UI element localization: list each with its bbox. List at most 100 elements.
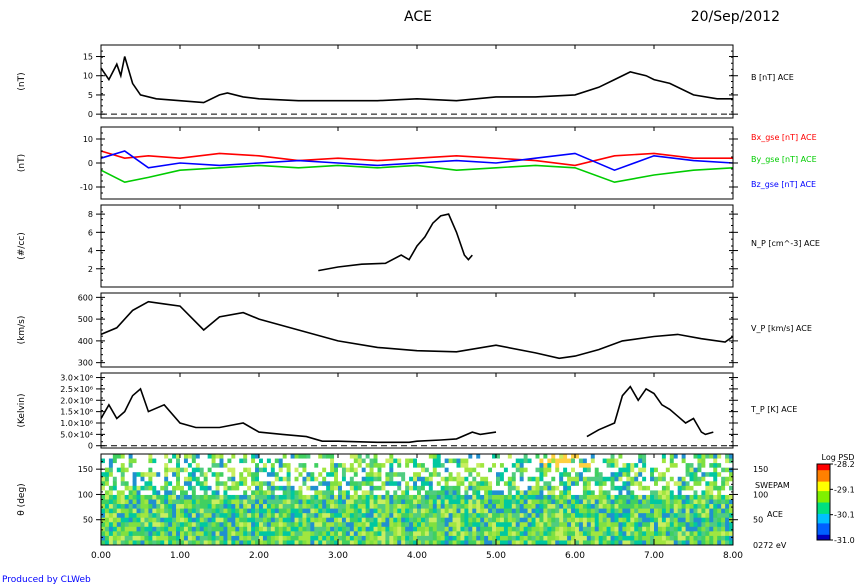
spectrogram-cell [496, 508, 501, 514]
spectrogram-cell [618, 476, 623, 482]
spectrogram-cell [302, 540, 307, 546]
spectrogram-cell [326, 531, 331, 537]
spectrogram-cell [721, 540, 726, 546]
spectrogram-cell [326, 476, 331, 482]
spectrogram-cell [492, 494, 497, 500]
spectrogram-cell [630, 535, 635, 541]
spectrogram-cell [377, 522, 382, 528]
spectrogram-cell [721, 499, 726, 505]
spectrogram-cell [290, 504, 295, 509]
spectrogram-cell [424, 531, 430, 537]
spectrogram-cell [314, 504, 319, 509]
spectrogram-cell [365, 481, 370, 487]
spectrogram-cell [199, 463, 205, 469]
spectrogram-cell [717, 490, 722, 496]
spectrogram-cell [452, 463, 457, 469]
spectrogram-cell [725, 508, 730, 514]
spectrogram-cell [460, 499, 465, 505]
spectrogram-cell [341, 454, 347, 459]
spectrogram-cell [646, 481, 651, 487]
spectrogram-cell [243, 504, 248, 509]
spectrogram-cell [282, 513, 288, 519]
spectrogram-cell [334, 508, 339, 514]
spectrogram-cell [397, 513, 402, 519]
spectrogram-cell [270, 481, 276, 487]
spectrogram-cell [326, 463, 331, 469]
spectrogram-cell [725, 517, 730, 523]
spectrogram-cell [590, 494, 596, 500]
spectrogram-cell [239, 454, 244, 459]
spectrogram-cell [334, 472, 339, 478]
spectrogram-cell [642, 526, 647, 532]
spectrogram-cell [543, 454, 548, 459]
spectrogram-cell [456, 490, 461, 496]
spectrogram-cell [440, 522, 446, 528]
spectrogram-cell [176, 485, 181, 491]
spectrogram-cell [634, 540, 639, 546]
spectrogram-cell [729, 458, 734, 464]
y-tick-label: 6 [88, 228, 93, 237]
spectrogram-cell [551, 490, 556, 496]
spectrogram-cell [527, 458, 532, 464]
spectrogram-cell [697, 463, 702, 469]
spectrogram-cell [590, 522, 596, 528]
spectrogram-cell [499, 454, 505, 459]
spectrogram-cell [436, 472, 442, 478]
spectrogram-cell [385, 472, 390, 478]
spectrogram-cell [294, 494, 299, 500]
spectrogram-cell [480, 504, 485, 509]
spectrogram-cell [681, 463, 686, 469]
spectrogram-cell [697, 531, 702, 537]
spectrogram-cell [112, 526, 118, 532]
spectrogram-cell [527, 522, 532, 528]
spectrogram-cell [496, 513, 501, 519]
spectrogram-cell [124, 513, 130, 519]
spectrogram-cell [586, 531, 592, 537]
spectrogram-cell [164, 540, 169, 546]
y-tick-label: 2 [88, 265, 93, 274]
spectrogram-cell [614, 485, 619, 491]
spectrogram-cell [567, 535, 572, 541]
spectrogram-cell [314, 472, 319, 478]
spectrogram-cell [598, 522, 604, 528]
spectrogram-cell [646, 517, 651, 523]
spectrogram-cell [535, 522, 540, 528]
spectrogram-cell [618, 490, 623, 496]
spectrogram-cell [124, 531, 130, 537]
spectrogram-cell [590, 472, 596, 478]
spectrogram-cell [602, 485, 607, 491]
spectrogram-cell [642, 481, 647, 487]
spectrogram-cell [270, 504, 276, 509]
spectrogram-cell [417, 463, 422, 469]
spectrogram-cell [646, 513, 651, 519]
spectrogram-cell [397, 485, 402, 491]
spectrogram-cell [211, 494, 216, 500]
spectrogram-cell [361, 517, 367, 523]
spectrogram-cell [594, 499, 600, 505]
spectrogram-cell [168, 458, 173, 464]
spectrogram-cell [468, 481, 473, 487]
spectrogram-cell [705, 467, 710, 473]
spectrogram-cell [168, 472, 173, 478]
spectrogram-cell [223, 494, 228, 500]
spectrogram-cell [278, 490, 284, 496]
spectrogram-cell [156, 526, 161, 532]
spectrogram-cell [543, 522, 548, 528]
spectrogram-cell [472, 472, 477, 478]
spectrogram-cell [108, 458, 114, 464]
spectrogram-cell [282, 458, 288, 464]
spectrogram-cell [567, 540, 572, 546]
spectrogram-cell [413, 463, 418, 469]
spectrogram-cell [551, 526, 556, 532]
spectrogram-cell [191, 463, 197, 469]
spectrogram-cell [531, 476, 536, 482]
spectrogram-cell [661, 494, 667, 500]
spectrogram-cell [377, 463, 382, 469]
spectrogram-cell [527, 499, 532, 505]
spectrogram-cell [203, 508, 209, 514]
spectrogram-cell [104, 526, 110, 532]
spectrogram-cell [286, 458, 291, 464]
spectrogram-cell [235, 535, 240, 541]
colorbar-band [817, 507, 830, 511]
spectrogram-cell [594, 472, 600, 478]
